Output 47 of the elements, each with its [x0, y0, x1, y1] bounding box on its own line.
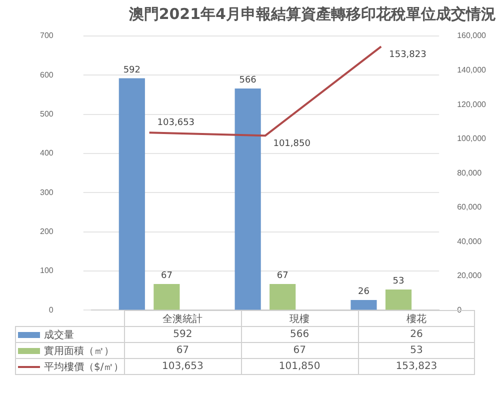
data-label: 592 — [124, 326, 242, 343]
y2-tick-label: 140,000 — [457, 65, 487, 74]
x-tick-label: 全澳統計 — [124, 310, 242, 327]
legend-label: 平均樓價（$/㎡） — [44, 362, 124, 373]
data-label: 67 — [241, 342, 358, 359]
y2-tick-label: 80,000 — [457, 168, 482, 178]
y2-tick-label: 20,000 — [457, 271, 482, 280]
y-tick-label: 700 — [40, 31, 54, 40]
bar — [350, 300, 377, 310]
text: 103,653 — [157, 118, 195, 128]
legend-label: 實用面積（㎡） — [44, 346, 114, 357]
data-label: 26 — [358, 326, 475, 343]
x-tick-label: 樓花 — [406, 314, 426, 325]
text: 67 — [276, 270, 288, 281]
text: 26 — [358, 287, 370, 298]
y2-tick-label: 120,000 — [457, 100, 487, 109]
bar — [234, 88, 261, 310]
bar — [154, 284, 180, 310]
x-tick-label: 現樓 — [241, 310, 358, 327]
y-tick-label: 300 — [40, 188, 54, 197]
data-label: 101,850 — [241, 358, 358, 375]
chart-title: 澳門2021年4月申報結算資產轉移印花稅單位成交情況 — [128, 4, 496, 23]
text: 592 — [123, 65, 141, 76]
y-tick-label: 100 — [40, 266, 54, 276]
y-tick-label: 500 — [40, 110, 54, 119]
y2-tick-label: 40,000 — [457, 236, 482, 246]
data-label: 53 — [358, 342, 475, 359]
text: 67 — [160, 270, 172, 281]
data-label: 67 — [124, 342, 242, 359]
data-label: 103,653 — [124, 358, 242, 375]
data-label: 153,823 — [358, 358, 475, 375]
text: 53 — [392, 276, 404, 286]
bar — [270, 284, 296, 310]
bar — [118, 78, 145, 310]
y2-tick-label: 160,000 — [457, 31, 487, 40]
y-tick-label: 200 — [40, 227, 54, 236]
data-label: 566 — [241, 326, 358, 343]
y-tick-label: 600 — [40, 70, 54, 80]
y2-tick-label: 100,000 — [457, 134, 487, 144]
y-tick-label: 0 — [48, 305, 54, 314]
text: 101,850 — [273, 139, 310, 149]
bar — [385, 289, 412, 310]
legend-label: 成交量 — [44, 330, 74, 341]
text: 153,823 — [389, 50, 426, 60]
y-tick-label: 400 — [40, 148, 54, 158]
text: 566 — [239, 75, 256, 86]
y2-tick-label: 60,000 — [457, 202, 482, 212]
